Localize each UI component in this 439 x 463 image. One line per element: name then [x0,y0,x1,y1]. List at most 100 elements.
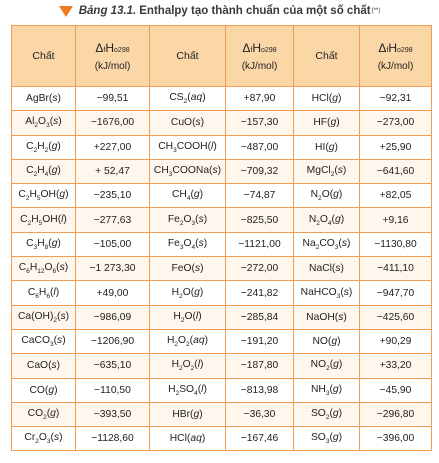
enthalpy-value-cell: −99,51 [75,85,150,112]
enthalpy-value-cell: −396,00 [359,426,432,452]
substance-formula: C6H12O6(s) [18,262,69,276]
substance-formula: CH3COONa(s) [153,165,222,179]
enthalpy-value-cell: +33,20 [359,353,432,379]
substance-cell: HI(g) [293,134,360,160]
enthalpy-table: Chất ΔfHo298 (kJ/mol) Chất ΔfHo298 (kJ/m… [11,25,432,452]
enthalpy-value-cell: +227,00 [75,134,150,160]
table-row: CaO(s) −635,10 H2O2(l) −187,80 NO2(g) +33,20 [11,353,432,379]
substance-formula: C2H4(g) [26,165,61,179]
substance-formula: N2O(g) [310,189,343,203]
header-substance: Chất [293,25,360,87]
substance-cell: CO(g) [11,377,76,403]
substance-cell: SO2(g) [293,401,360,428]
substance-formula: Na2CO3(s) [302,237,351,251]
enthalpy-value-cell: −36,30 [225,401,294,428]
substance-cell: CaCO3(s) [11,328,76,355]
substance-formula: H2SO4(l) [168,383,207,397]
substance-formula: C6H6(l) [27,286,60,300]
table-row: C3H8(g) −105,00 Fe3O4(s) −1121,00 Na2CO3(s) −… [11,231,432,258]
substance-formula: Fe2O3(s) [167,213,208,227]
enthalpy-value-cell: +82,05 [359,183,432,209]
substance-formula: CO2(g) [27,407,60,422]
substance-cell: CH4(g) [149,183,226,209]
enthalpy-value-cell: −1121,00 [225,231,294,258]
enthalpy-value-cell: −641,60 [359,158,432,185]
substance-formula: Cr2O3(s) [24,432,63,446]
substance-cell: CaO(s) [11,353,76,379]
substance-formula: NH3(g) [310,383,343,397]
caption-note-mark: (**) [371,8,381,14]
substance-cell: MgCl2(s) [293,158,360,185]
enthalpy-value-cell: −273,00 [359,110,432,136]
table-row: Ca(OH)2(s) −986,09 H2O(l) −285,84 NaOH(s) −42… [11,304,432,330]
substance-cell: NH3(g) [293,377,360,403]
substance-cell: C3H8(g) [11,231,76,258]
substance-cell: N2O(g) [293,183,360,209]
table-row: C2H5OH(l) −277,63 Fe2O3(s) −825,50 N2O4(g) +9… [11,207,432,233]
substance-formula: NaOH(s) [306,311,347,323]
enthalpy-value-cell: −110,50 [75,377,150,403]
enthalpy-value-cell: −74,87 [225,183,294,209]
substance-formula: CS2(aq) [169,92,206,106]
substance-cell: HBr(g) [149,401,226,428]
substance-formula: HCl(g) [311,93,342,105]
triangle-marker-icon [58,5,73,17]
substance-formula: NaCl(s) [309,263,344,275]
enthalpy-value-cell: −187,80 [225,353,294,379]
header-enthalpy: ΔfHo298 (kJ/mol) [225,25,294,87]
substance-cell: H2O2(l) [149,353,226,379]
substance-formula: H2O2(l) [171,359,204,373]
enthalpy-value-cell: +49,00 [75,280,150,306]
table-row: CO(g) −110,50 H2SO4(l) −813,98 NH3(g) −45,90 [11,377,432,403]
substance-formula: HI(g) [315,141,338,153]
substance-cell: C2H4(g) [11,158,76,185]
substance-cell: Al2O3(s) [11,110,76,136]
substance-formula: CH3COOH(l) [158,140,217,154]
substance-cell: C2H2(g) [11,134,76,160]
substance-formula: SO3(g) [310,432,343,446]
substance-formula: C2H5OH(g) [18,189,69,203]
enthalpy-value-cell: −191,20 [225,328,294,355]
substance-formula: HF(g) [313,117,340,129]
enthalpy-value-cell: + 52,47 [75,158,150,185]
enthalpy-value-cell: +90,29 [359,328,432,355]
substance-cell: NO(g) [293,328,360,355]
substance-cell: SO3(g) [293,426,360,452]
substance-cell: CH3COONa(s) [149,158,226,185]
substance-cell: CuO(s) [149,110,226,136]
header-enthalpy: ΔfHo298 (kJ/mol) [359,25,432,87]
substance-cell: Na2CO3(s) [293,231,360,258]
substance-formula: C2H5OH(l) [20,213,67,227]
table-row: C2H2(g) +227,00 CH3COOH(l) −487,00 HI(g) +25,… [11,134,432,160]
enthalpy-value-cell: −635,10 [75,353,150,379]
caption-title: Enthalpy tạo thành chuẩn của một số chất [139,5,371,17]
enthalpy-value-cell: −285,84 [225,304,294,330]
enthalpy-value-cell: −393,50 [75,401,150,428]
substance-cell: HCl(g) [293,85,360,112]
table-header-row: Chất ΔfHo298 (kJ/mol) Chất ΔfHo298 (kJ/m… [11,25,432,87]
enthalpy-value-cell: −167,46 [225,426,294,452]
substance-formula: CH4(g) [171,189,204,203]
header-enthalpy: ΔfHo298 (kJ/mol) [75,25,150,87]
header-substance: Chất [149,25,226,87]
enthalpy-value-cell: −709,32 [225,158,294,185]
enthalpy-value-cell: −1 273,30 [75,256,150,282]
table-row: CaCO3(s) −1206,90 H2O2(aq) −191,20 NO(g) +90,… [11,328,432,355]
substance-cell: NaCl(s) [293,256,360,282]
enthalpy-value-cell: −825,50 [225,207,294,233]
substance-formula: NO2(g) [310,359,343,373]
substance-cell: HF(g) [293,110,360,136]
table-row: C6H12O6(s) −1 273,30 FeO(s) −272,00 NaCl(s) −… [11,256,432,282]
enthalpy-value-cell: −487,00 [225,134,294,160]
substance-formula: HBr(g) [172,409,203,420]
substance-formula: SO2(g) [310,407,343,422]
substance-cell: Ca(OH)2(s) [11,304,76,330]
enthalpy-value-cell: −45,90 [359,377,432,403]
enthalpy-value-cell: −277,63 [75,207,150,233]
substance-cell: CO2(g) [11,401,76,428]
substance-formula: CaO(s) [26,360,61,372]
substance-formula: CuO(s) [170,117,205,129]
substance-cell: FeO(s) [149,256,226,282]
substance-cell: HCl(aq) [149,426,226,452]
substance-cell: N2O4(g) [293,207,360,233]
